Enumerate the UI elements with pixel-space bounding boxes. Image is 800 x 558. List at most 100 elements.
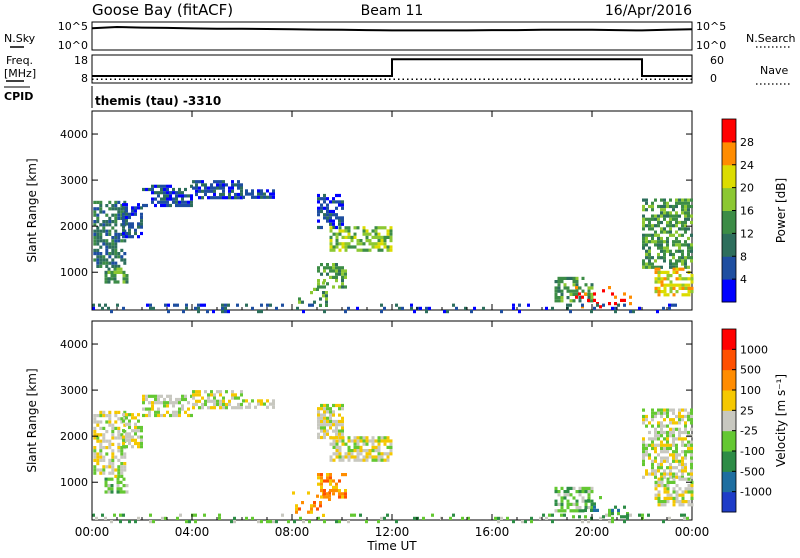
power-cell [166,194,169,198]
power-cell [181,200,184,204]
velocity-cell [359,439,363,443]
power-cell [663,286,667,290]
power-cell [317,209,320,214]
velocity-cell [93,436,97,440]
velocity-cell [169,397,172,402]
power-cell [660,220,663,225]
velocity-cell [122,413,125,417]
velocity-cell [216,402,219,407]
power-cell [117,200,121,204]
power-cell [332,213,335,217]
velocity-cell [203,513,206,517]
velocity-cell [654,472,657,476]
power-cell [648,220,651,225]
power-cell [687,243,690,247]
power-cell [675,224,678,228]
nsky-series-line [91,25,693,32]
power-cell [690,198,693,202]
velocity-cell [654,496,658,500]
nave-right-label: Nave [760,64,788,77]
velocity-cell [353,436,357,440]
velocity-cell [140,429,143,433]
velocity-cell [356,455,360,459]
power-cell [596,303,599,307]
power-cell [560,280,564,284]
power-cell [120,216,124,220]
velocity-cell [377,458,381,462]
power-cell [114,204,118,208]
velocity-cell [654,427,657,431]
velocity-cell [663,456,666,460]
power-cell [545,306,548,310]
power-cell [660,227,663,231]
power-cell [99,204,103,208]
velocity-cell [572,502,576,506]
power-cell [614,306,617,310]
velocity-cell [581,496,585,500]
velocity-cell [117,430,121,434]
velocity-cell [131,435,134,439]
power-cell [335,213,338,217]
velocity-cell [326,473,329,477]
power-cell [108,207,112,211]
power-cell [581,276,585,280]
power-cell [181,191,184,195]
power-cell [554,299,558,303]
velocity-cell [672,443,675,447]
velocity-cell [335,485,338,489]
power-colorbar-tick-label: 20 [740,182,754,195]
power-cell [687,249,690,253]
power-cell [116,267,120,271]
velocity-cell [111,442,115,446]
power-cell [117,210,121,214]
power-cell [569,289,573,293]
power-cell [557,276,561,280]
velocity-cell [681,443,684,447]
power-cell [93,252,97,256]
velocity-cell [575,509,579,513]
power-cell [122,228,125,232]
velocity-cell [566,506,570,510]
velocity-cell [310,510,313,514]
power-cell [678,249,681,253]
power-cell [687,211,690,215]
velocity-cell [148,410,151,414]
power-cell [389,229,393,233]
power-cell [326,197,329,201]
power-cell [654,243,657,247]
velocity-cell [660,424,663,428]
x-tick-label: 16:00 [475,525,510,539]
velocity-cell [163,413,166,418]
power-cell [93,223,97,227]
power-cell [114,236,118,240]
power-cell [654,286,658,290]
velocity-cell [660,443,663,447]
power-cell [690,290,694,294]
power-cell [389,245,393,249]
velocity-cell [642,437,645,441]
velocity-cell [377,520,380,524]
velocity-cell [149,513,152,517]
velocity-cell [245,399,248,403]
power-cell [92,306,95,310]
velocity-cell [320,482,323,486]
power-cell [122,212,125,216]
velocity-cell [681,456,684,460]
power-cell [666,201,669,205]
velocity-cell [157,397,160,402]
power-cell [443,310,446,314]
power-cell [96,242,100,246]
velocity-cell [210,406,213,410]
power-cell [335,269,338,273]
velocity-cell [524,520,527,524]
velocity-cell [338,492,341,496]
velocity-cell [690,496,694,500]
velocity-cell [116,477,120,481]
power-cell [231,180,234,184]
power-cell [684,259,687,263]
velocity-cell [560,513,563,517]
velocity-cell [195,390,198,394]
velocity-cell [663,469,666,473]
velocity-cell [323,520,326,524]
velocity-cell [92,513,95,517]
